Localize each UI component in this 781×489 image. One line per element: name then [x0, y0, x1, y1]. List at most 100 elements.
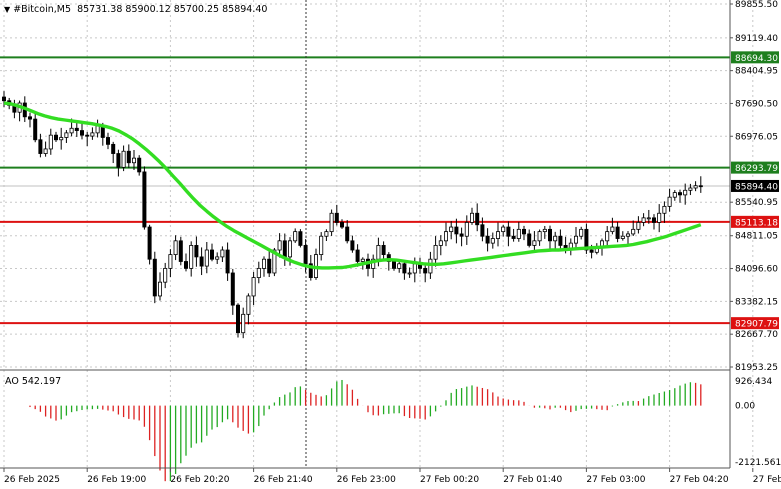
candle-body	[277, 240, 282, 251]
candle-body	[522, 228, 527, 235]
candle-body	[324, 231, 329, 237]
candle-body	[298, 231, 303, 246]
price-tick-label: 85540.95	[735, 198, 778, 208]
candle-body	[220, 249, 225, 258]
level-tag-label: 82907.79	[735, 320, 778, 330]
candle-body	[137, 157, 142, 173]
candle-body	[173, 240, 178, 256]
candle-body	[542, 228, 547, 233]
candle-body	[438, 240, 443, 246]
candle-body	[667, 196, 672, 207]
candle-body	[688, 187, 693, 191]
candle-body	[646, 217, 651, 220]
candle-body	[391, 261, 396, 269]
candle-body	[69, 127, 74, 134]
candle-body	[48, 134, 53, 150]
candle-body	[412, 263, 417, 274]
price-tick-label: 86976.05	[735, 132, 778, 142]
level-tag-label: 86293.79	[735, 164, 778, 174]
candle-body	[33, 118, 38, 141]
time-axis[interactable]: 26 Feb 2025 26 Feb 19:00 26 Feb 20:20 26 Fe…	[3, 468, 781, 485]
level-tag-label: 88694.30	[735, 54, 778, 64]
candle-body	[475, 212, 480, 226]
candle-body	[85, 134, 90, 137]
candle-body	[698, 185, 703, 188]
time-tick-label: 26 Feb 21:40	[254, 475, 313, 485]
candle-body	[282, 240, 287, 258]
candle-body	[678, 192, 683, 196]
candle-body	[626, 233, 631, 237]
candle-body	[350, 240, 355, 251]
candle-body	[506, 226, 511, 237]
candle-body	[610, 226, 615, 233]
candle-body	[303, 245, 308, 265]
candle-body	[163, 267, 168, 283]
ao-tick-label: 0.00	[735, 402, 755, 412]
candle-body	[652, 217, 657, 223]
candle-body	[199, 256, 204, 267]
candle-body	[116, 153, 121, 168]
candle-body	[215, 256, 220, 260]
candle-body	[246, 295, 251, 315]
candle-body	[589, 249, 594, 253]
price-tick-label: 87690.50	[735, 99, 778, 109]
candle-body	[641, 217, 646, 223]
candle-body	[381, 245, 386, 256]
candle-body	[287, 240, 292, 258]
time-tick-label: 26 Feb 20:20	[170, 475, 229, 485]
candle-body	[121, 150, 126, 168]
ohlc-values: 85731.38 85900.12 85700.25 85894.40	[77, 4, 268, 15]
candle-body	[501, 226, 506, 233]
candle-body	[38, 139, 43, 154]
candle-body	[511, 235, 516, 239]
level-tag	[731, 161, 779, 174]
price-tick-label: 89855.50	[735, 0, 778, 10]
ao-axis[interactable]: 926.434 0.00 -2121.561	[735, 377, 781, 468]
current-price-tag	[731, 179, 779, 192]
time-tick-label: 26 Feb 2025	[4, 475, 60, 485]
candle-body	[584, 228, 589, 251]
candle-body	[537, 231, 542, 242]
candle-body	[423, 267, 428, 274]
candle-body	[459, 233, 464, 237]
candle-body	[272, 249, 277, 274]
symbol-arrow-icon: ▼	[4, 5, 11, 14]
horizontal-levels[interactable]: 88694.30 86293.79 85113.18 82907.79 85894.40	[0, 51, 779, 330]
candle-body	[558, 235, 563, 246]
candle-body	[360, 258, 365, 262]
candle-body	[43, 148, 48, 154]
time-tick-label: 27 Feb 05:40	[753, 475, 781, 485]
candle-body	[605, 231, 610, 242]
ao-histogram	[29, 379, 702, 482]
price-tick-label: 84096.60	[735, 265, 778, 275]
candle-body	[480, 224, 485, 237]
candle-body	[194, 245, 199, 258]
price-axis[interactable]: 89855.50 89119.40 88404.95 87690.50 86976.05…	[730, 0, 778, 373]
candle-body	[464, 222, 469, 237]
candle-body	[293, 231, 298, 242]
candle-body	[251, 277, 256, 297]
candle-body	[80, 130, 85, 136]
candle-body	[683, 189, 688, 196]
candle-body	[95, 125, 100, 134]
candle-body	[27, 116, 32, 120]
candle-body	[2, 96, 7, 102]
level-tag	[731, 215, 779, 228]
level-tag-label: 85113.18	[735, 218, 778, 228]
candle-body	[657, 212, 662, 223]
time-tick-label: 27 Feb 01:40	[503, 475, 562, 485]
candle-body	[339, 222, 344, 228]
candle-body	[267, 258, 272, 274]
candle-body	[355, 249, 360, 262]
price-tick-label: 82667.70	[735, 330, 778, 340]
symbol-name: #Bitcoin	[13, 4, 54, 15]
candle-body	[485, 235, 490, 244]
candle-body	[376, 245, 381, 260]
candle-body	[204, 249, 209, 267]
candle-body	[152, 258, 157, 297]
candle-body	[397, 263, 402, 269]
candle-body	[334, 212, 339, 223]
price-tick-label: 81953.25	[735, 363, 778, 373]
candle-body	[548, 228, 553, 242]
